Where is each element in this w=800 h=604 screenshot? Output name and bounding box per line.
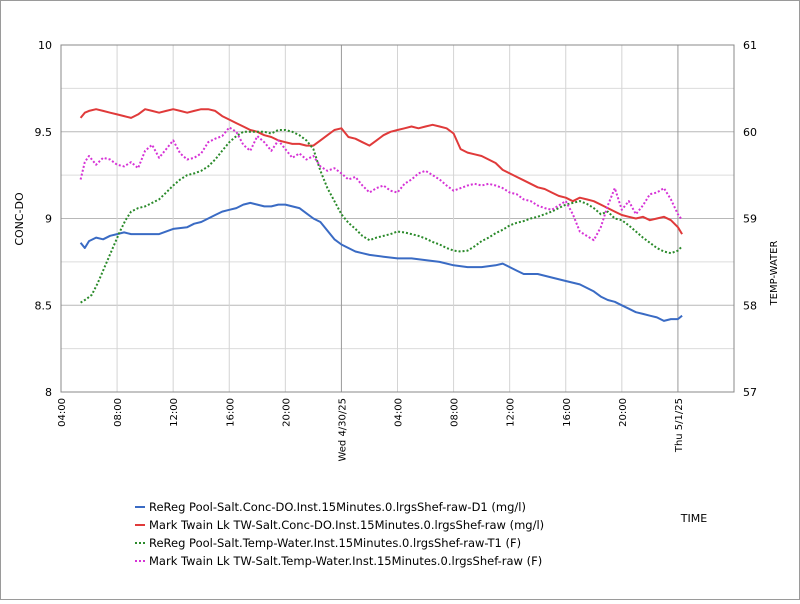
x-axis-ticks: 04:00 08:00 12:00 16:00 20:00 Wed 4/30/25 04:0… (57, 398, 685, 462)
x-tick-label: 12:00 (169, 398, 180, 427)
x-tick-label: Thu 5/1/25 (674, 398, 685, 453)
left-tick-label: 8.5 (35, 299, 53, 312)
left-axis-title: CONC-DO (13, 192, 26, 246)
x-tick-label: 16:00 (562, 398, 573, 427)
right-tick-label: 60 (743, 126, 757, 139)
x-tick-label: 12:00 (506, 398, 517, 427)
legend-label: ReReg Pool-Salt.Conc-DO.Inst.15Minutes.0… (149, 500, 526, 514)
right-tick-label: 57 (743, 386, 757, 399)
grid-lines (60, 44, 734, 393)
x-tick-label: 08:00 (450, 398, 461, 427)
right-tick-label: 61 (743, 39, 757, 52)
x-tick-label: 20:00 (281, 398, 292, 427)
x-axis-title: TIME (680, 512, 707, 525)
legend-label: Mark Twain Lk TW-Salt.Temp-Water.Inst.15… (149, 554, 542, 568)
x-tick-label: 20:00 (618, 398, 629, 427)
right-axis-ticks: 57 58 59 60 61 (743, 39, 757, 399)
legend-label: ReReg Pool-Salt.Temp-Water.Inst.15Minute… (149, 536, 521, 550)
right-axis-title: TEMP-WATER (769, 241, 780, 307)
right-tick-label: 58 (743, 299, 757, 312)
plot-area-border (60, 44, 735, 393)
x-tick-label: Wed 4/30/25 (337, 398, 348, 462)
series-line-2 (79, 108, 683, 235)
left-axis-ticks: 8 8.5 9 9.5 10 (35, 39, 53, 399)
legend-label: Mark Twain Lk TW-Salt.Conc-DO.Inst.15Min… (149, 518, 544, 532)
series-line-4 (79, 126, 683, 242)
right-tick-label: 59 (743, 213, 757, 226)
series-lines (79, 108, 683, 322)
left-tick-label: 9.5 (35, 126, 53, 139)
x-tick-label: 16:00 (225, 398, 236, 427)
left-tick-label: 8 (45, 386, 52, 399)
legend: ReReg Pool-Salt.Conc-DO.Inst.15Minutes.0… (135, 500, 544, 568)
left-tick-label: 9 (45, 213, 52, 226)
series-line-1 (79, 201, 683, 322)
series-line-3 (80, 129, 683, 304)
x-tick-label: 04:00 (394, 398, 405, 427)
x-tick-label: 08:00 (113, 398, 124, 427)
left-tick-label: 10 (38, 39, 52, 52)
x-tick-label: 04:00 (57, 398, 68, 427)
